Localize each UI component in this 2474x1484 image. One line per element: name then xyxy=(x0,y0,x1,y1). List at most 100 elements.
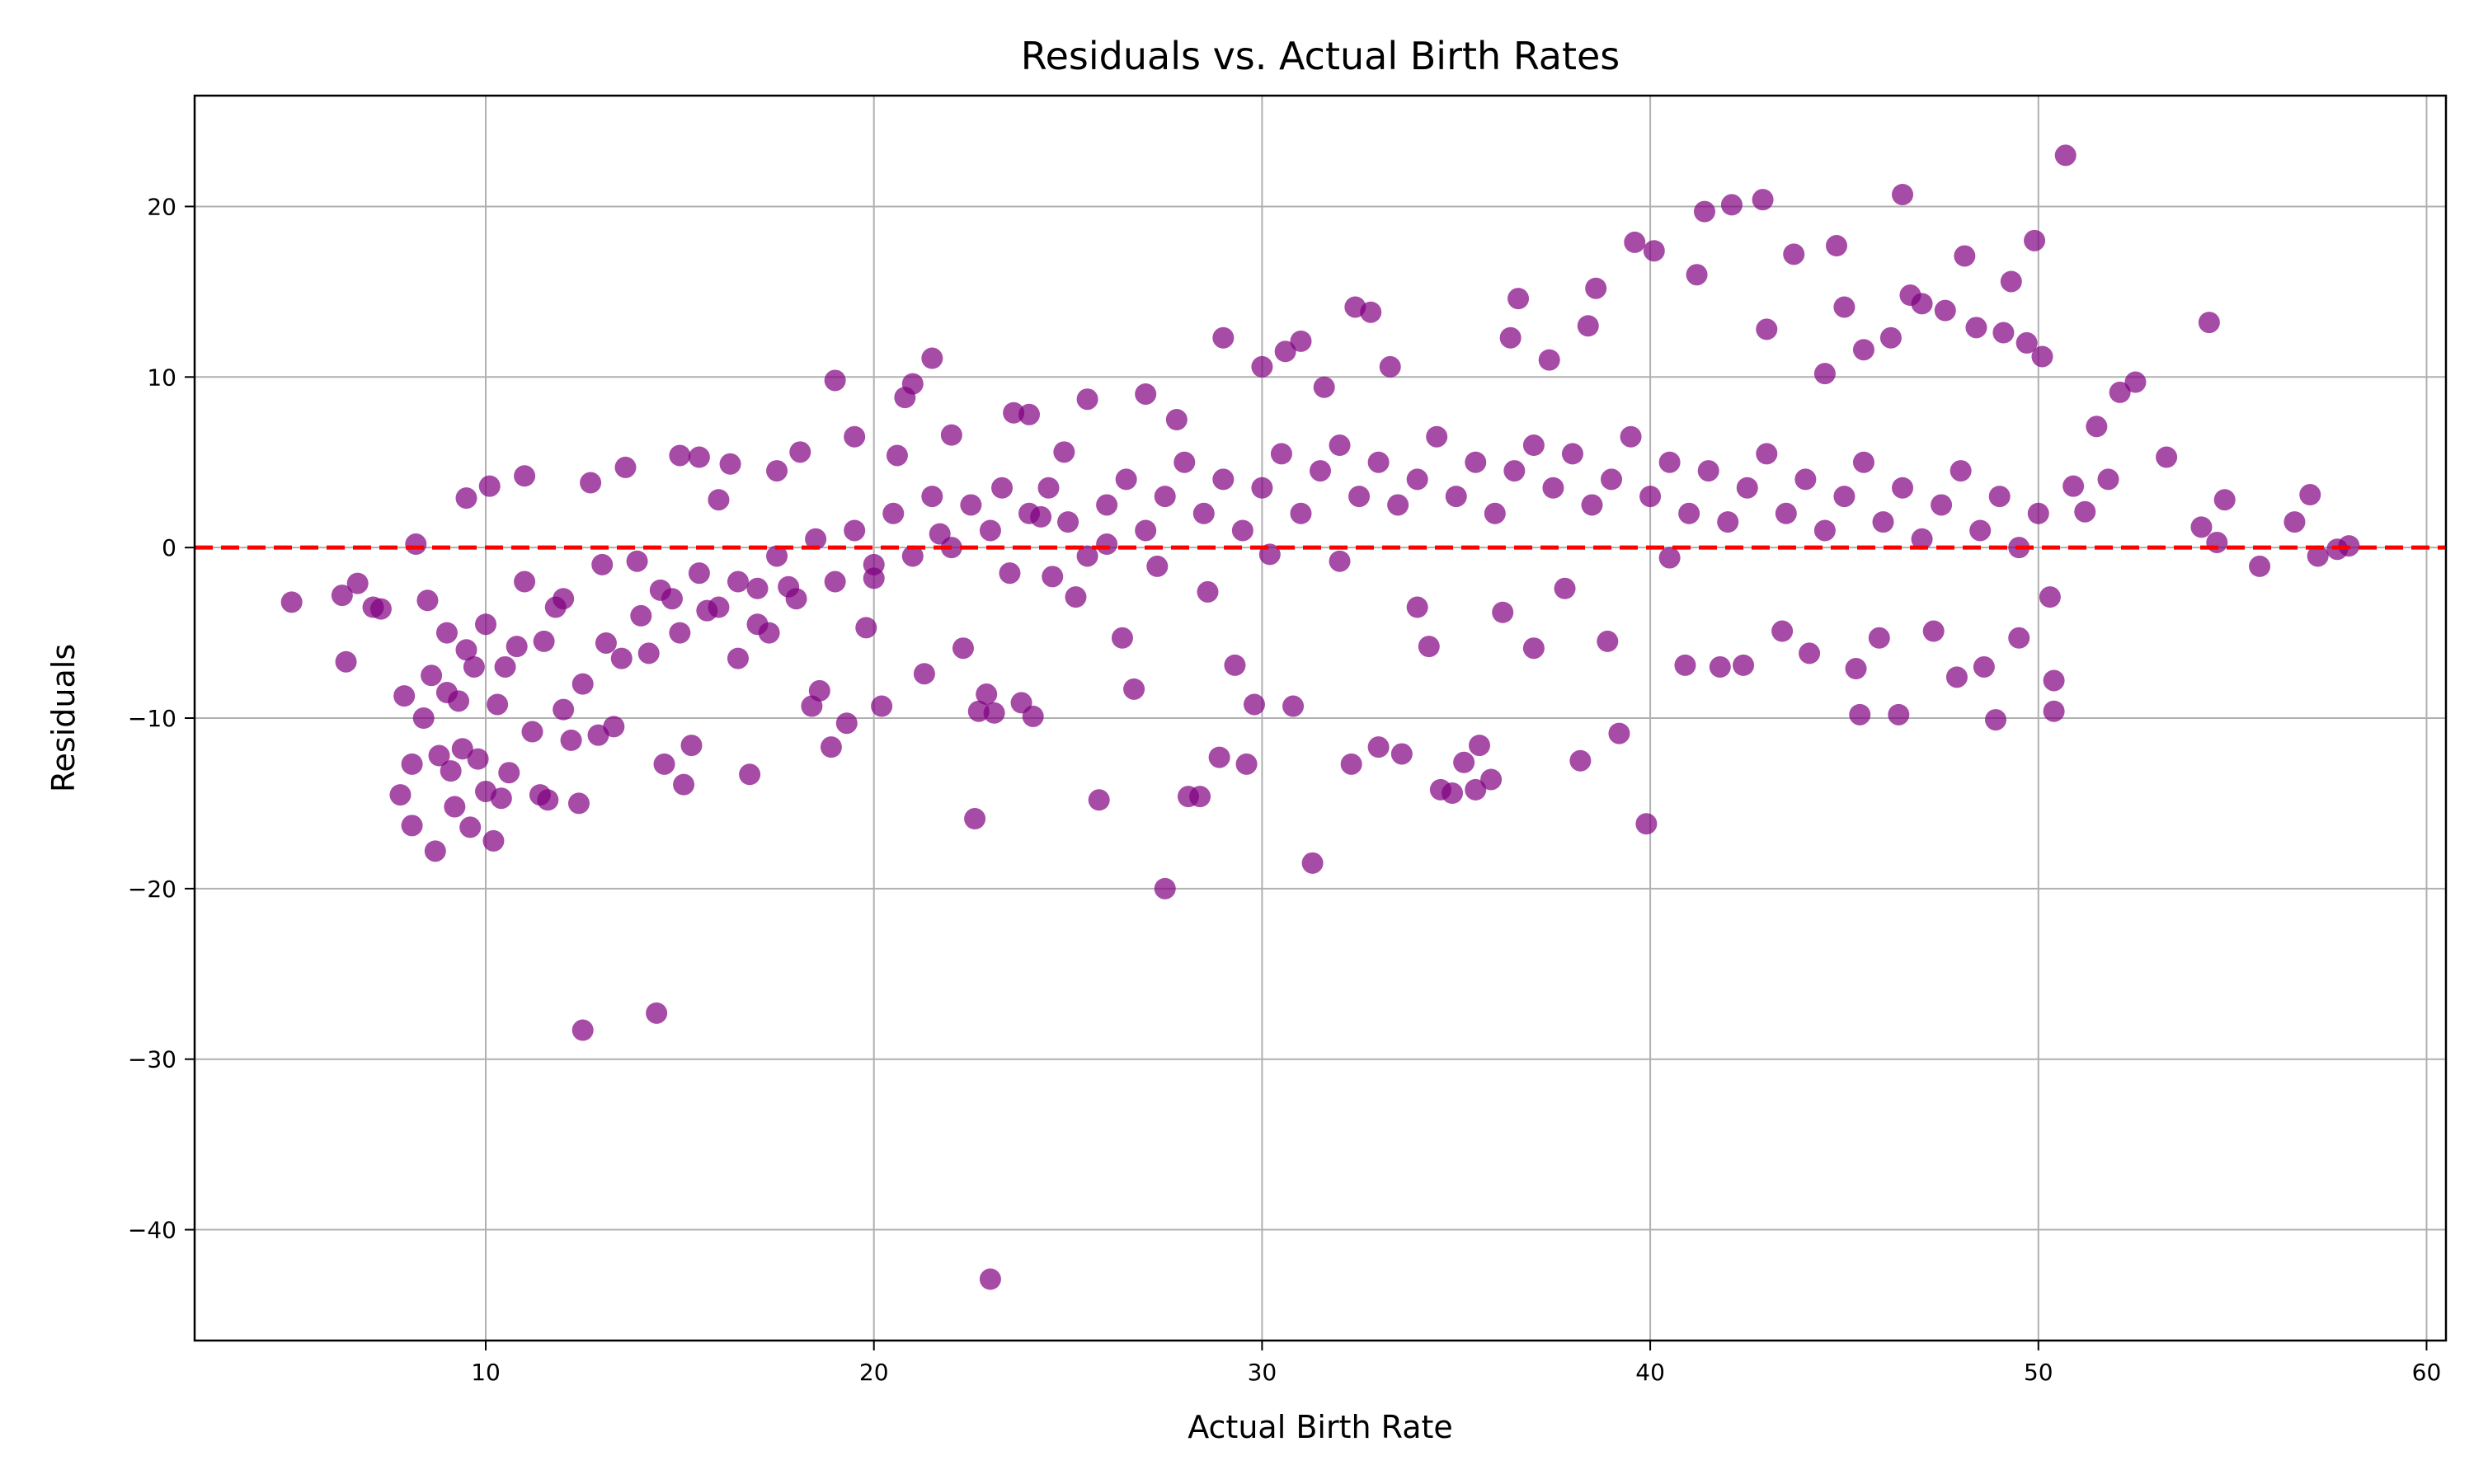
data-point xyxy=(1390,743,1413,765)
data-point xyxy=(901,545,924,567)
data-point xyxy=(1076,388,1098,411)
data-point xyxy=(521,721,543,743)
data-point xyxy=(1845,658,1867,680)
data-point xyxy=(487,693,509,716)
data-point xyxy=(979,519,1001,542)
x-tick-label: 20 xyxy=(859,1359,889,1386)
data-point xyxy=(401,815,423,837)
data-point xyxy=(1643,240,1665,262)
data-point xyxy=(2027,502,2049,524)
data-point xyxy=(1329,550,1351,572)
data-point xyxy=(1973,655,1995,678)
data-point xyxy=(1620,425,1642,448)
data-point xyxy=(1538,349,1560,371)
data-point xyxy=(1799,642,1821,665)
data-point xyxy=(455,487,477,510)
data-point xyxy=(1442,782,1464,805)
data-point xyxy=(463,655,485,678)
data-point xyxy=(1468,735,1490,757)
data-point xyxy=(882,502,905,524)
data-point xyxy=(863,553,885,575)
data-point xyxy=(2213,489,2236,511)
data-point xyxy=(1954,245,1976,267)
data-point xyxy=(952,637,974,660)
data-point xyxy=(708,489,730,511)
data-point xyxy=(1697,460,1719,482)
y-tick-label: −40 xyxy=(128,1217,176,1244)
data-point xyxy=(719,453,741,475)
data-point xyxy=(2307,545,2329,567)
data-point xyxy=(1379,355,1401,378)
data-point xyxy=(595,632,617,654)
data-point xyxy=(653,753,675,775)
data-point xyxy=(746,577,769,599)
data-point xyxy=(1608,722,1630,744)
data-point xyxy=(1752,189,1774,211)
data-point xyxy=(1658,547,1681,569)
data-point xyxy=(2000,270,2022,293)
data-point xyxy=(688,562,710,585)
data-point xyxy=(766,545,788,567)
data-point xyxy=(2086,416,2108,438)
data-point xyxy=(1189,786,1211,808)
data-point xyxy=(673,773,695,796)
data-point xyxy=(1003,402,1025,424)
data-point xyxy=(1852,451,1874,473)
y-tick-label: −10 xyxy=(128,705,176,732)
data-point xyxy=(603,716,625,738)
data-point xyxy=(1674,654,1696,676)
data-point xyxy=(1969,519,1992,542)
data-point xyxy=(1212,326,1235,349)
data-point xyxy=(1826,235,1848,257)
data-point xyxy=(1197,580,1219,603)
data-point xyxy=(1096,494,1118,516)
data-point xyxy=(1985,709,2006,731)
data-point xyxy=(2190,516,2213,538)
data-point xyxy=(2198,312,2220,334)
data-point xyxy=(1135,519,1157,542)
data-point xyxy=(514,571,536,593)
data-point xyxy=(1581,494,1603,516)
data-point xyxy=(1329,434,1351,457)
y-tick-label: −30 xyxy=(128,1046,176,1073)
data-point xyxy=(921,347,943,369)
data-point xyxy=(1833,486,1856,508)
data-point xyxy=(1367,736,1390,758)
data-point xyxy=(1274,340,1296,363)
data-point xyxy=(331,585,353,607)
data-point xyxy=(1290,502,1312,524)
data-point xyxy=(1756,318,1778,340)
data-point xyxy=(1111,627,1133,649)
data-point xyxy=(1658,451,1681,473)
x-tick-label: 10 xyxy=(471,1359,501,1386)
data-point xyxy=(610,647,633,669)
data-point xyxy=(630,604,652,627)
data-point xyxy=(498,762,520,784)
data-point xyxy=(1522,434,1545,457)
data-point xyxy=(1601,468,1623,491)
data-point xyxy=(739,763,761,786)
x-axis-title: Actual Birth Rate xyxy=(1188,1409,1453,1445)
y-tick-label: 20 xyxy=(147,193,176,220)
data-point xyxy=(1733,654,1755,676)
data-point xyxy=(2299,484,2321,506)
data-point xyxy=(571,1019,594,1041)
data-point xyxy=(855,617,877,639)
data-point xyxy=(2008,627,2030,649)
data-point xyxy=(1554,577,1576,599)
data-point xyxy=(2206,531,2228,553)
data-point xyxy=(871,695,893,717)
data-point xyxy=(1480,768,1503,791)
data-point xyxy=(1135,383,1157,405)
data-point xyxy=(1771,620,1794,642)
data-point xyxy=(1076,545,1098,567)
data-point xyxy=(1813,519,1836,542)
data-point xyxy=(789,441,811,463)
data-point xyxy=(2074,500,2096,523)
data-point xyxy=(1301,852,1324,874)
data-point xyxy=(1243,693,1265,716)
data-point xyxy=(1678,502,1700,524)
data-point xyxy=(2043,700,2065,722)
data-point xyxy=(1720,194,1743,216)
